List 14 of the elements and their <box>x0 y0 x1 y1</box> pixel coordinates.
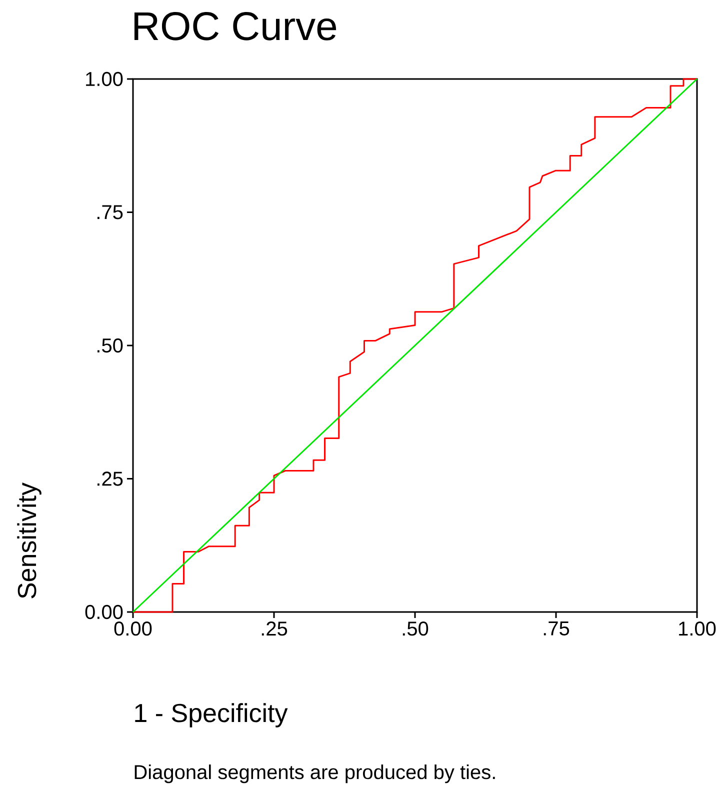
y-tick-label: 1.00 <box>86 72 123 86</box>
x-tick-label: .50 <box>402 622 428 636</box>
x-axis-title: 1 - Specificity <box>135 703 288 728</box>
x-tick-label: 0.00 <box>114 622 152 636</box>
y-tick-label: 0.00 <box>85 604 123 620</box>
y-tick-label: .75 <box>97 205 123 220</box>
x-tick-label: .75 <box>544 622 570 636</box>
text: Diagonal segments are produced by ties. <box>134 764 495 784</box>
y-tick-label: .50 <box>97 338 123 353</box>
y-tick-label: .25 <box>97 472 123 486</box>
chart-title: ROC Curve <box>134 12 336 40</box>
y-axis-title: Sensitivity <box>17 482 42 598</box>
x-tick-label: .25 <box>262 622 288 636</box>
x-tick-label: 1.00 <box>679 622 716 636</box>
